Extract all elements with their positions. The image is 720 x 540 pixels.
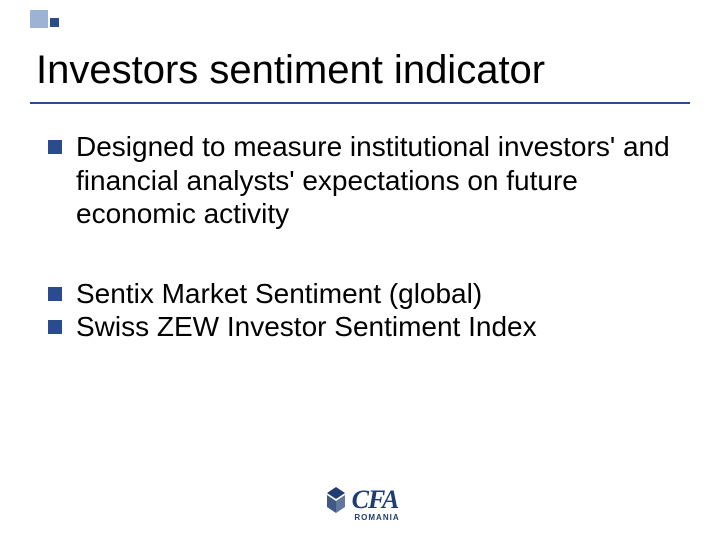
logo-subtext: ROMANIA xyxy=(354,513,399,522)
corner-decoration xyxy=(30,10,59,28)
slide: Investors sentiment indicator Designed t… xyxy=(0,0,720,540)
list-item-text: Swiss ZEW Investor Sentiment Index xyxy=(76,310,537,344)
title-underline xyxy=(30,102,690,104)
body-content: Designed to measure institutional invest… xyxy=(48,130,672,344)
bullet-icon xyxy=(48,287,62,301)
decor-square-small xyxy=(50,18,59,27)
cfa-logo: CFA ROMANIA xyxy=(320,485,399,522)
footer-logo-area: CFA ROMANIA xyxy=(0,485,720,522)
bullet-group-2: Sentix Market Sentiment (global) Swiss Z… xyxy=(48,277,672,344)
list-item-text: Designed to measure institutional invest… xyxy=(76,130,672,231)
logo-letters: CFA xyxy=(352,485,399,515)
list-item: Designed to measure institutional invest… xyxy=(48,130,672,231)
bullet-group-1: Designed to measure institutional invest… xyxy=(48,130,672,231)
logo-mark-icon xyxy=(322,485,350,515)
list-item: Swiss ZEW Investor Sentiment Index xyxy=(48,310,672,344)
logo-main-row: CFA xyxy=(322,485,399,515)
bullet-icon xyxy=(48,320,62,334)
list-item-text: Sentix Market Sentiment (global) xyxy=(76,277,482,311)
decor-square-large xyxy=(30,10,48,28)
page-title: Investors sentiment indicator xyxy=(36,48,684,93)
list-item: Sentix Market Sentiment (global) xyxy=(48,277,672,311)
bullet-icon xyxy=(48,140,62,154)
